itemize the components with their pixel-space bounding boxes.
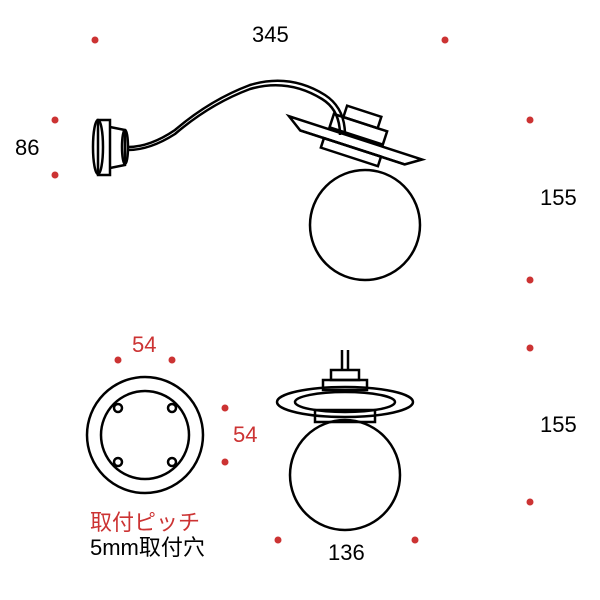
dim-top-width: 345: [252, 22, 289, 48]
dim-left-height: 86: [15, 135, 39, 161]
label-hole-size: 5mm取付穴: [90, 530, 205, 562]
dim-right-bottom: 155: [540, 412, 577, 438]
dim-mount-h: 54: [132, 332, 156, 358]
dim-right-top: 155: [540, 185, 577, 211]
dim-mount-v: 54: [233, 422, 257, 448]
dim-bottom-diameter: 136: [328, 540, 365, 566]
